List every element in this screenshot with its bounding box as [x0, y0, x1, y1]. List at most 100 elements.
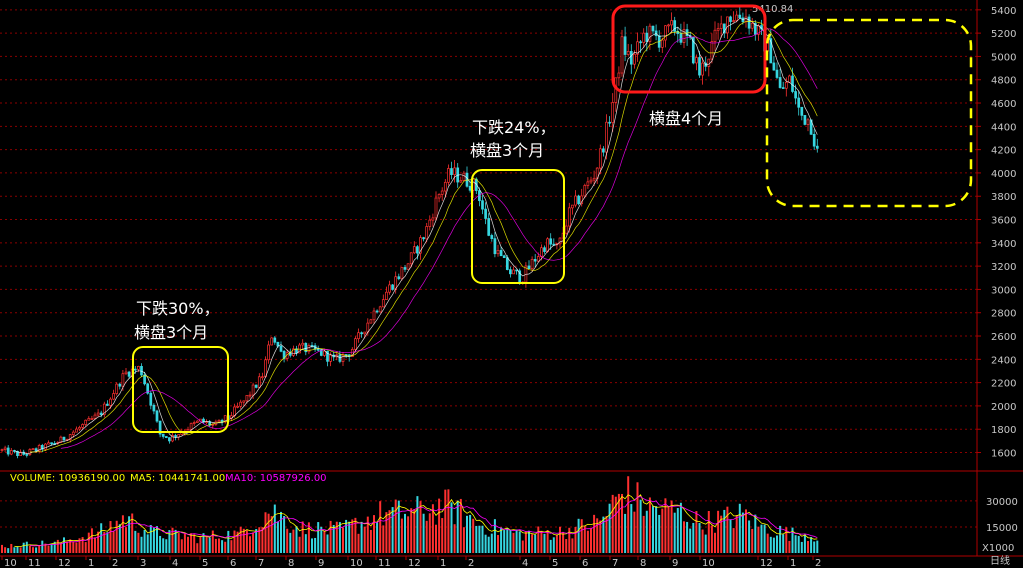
volume-bar — [131, 513, 134, 553]
volume-bar — [410, 508, 413, 553]
candle-body — [158, 420, 162, 435]
candle-body — [719, 23, 723, 29]
candle-body — [781, 87, 785, 89]
volume-bar — [813, 541, 816, 553]
volume-bar — [509, 529, 512, 553]
volume-bar — [605, 516, 608, 553]
volume-bar — [146, 534, 149, 553]
candle-body — [112, 393, 115, 400]
volume-bar — [745, 509, 747, 553]
price-tick-label: 5000 — [991, 52, 1016, 63]
volume-bar — [497, 535, 499, 553]
volume-bar — [354, 517, 357, 553]
volume-bar — [112, 531, 115, 553]
volume-bar — [388, 510, 391, 553]
price-tick-label: 2800 — [991, 309, 1016, 320]
date-tick-label: 3 — [140, 558, 146, 568]
volume-bar — [636, 482, 639, 553]
date-tick-label: 10 — [350, 558, 363, 568]
candle-body — [670, 20, 673, 26]
candle-body — [493, 238, 497, 255]
candle-body — [34, 448, 38, 452]
volume-bar — [283, 516, 286, 553]
volume-bar — [593, 514, 596, 553]
candle-body — [155, 410, 159, 422]
candle-body — [412, 246, 416, 254]
candle-body — [164, 436, 168, 438]
volume-bar — [394, 499, 397, 553]
candle-body — [574, 195, 577, 206]
volume-bar — [233, 530, 236, 553]
volume-bar — [459, 498, 462, 553]
price-candles — [0, 7, 819, 459]
candle-body — [623, 36, 627, 55]
candle-body — [385, 291, 388, 300]
volume-bar — [72, 541, 75, 553]
volume-bar — [679, 502, 682, 553]
candle-body — [803, 115, 807, 125]
volume-bar — [171, 527, 174, 553]
volume-bar — [329, 520, 332, 553]
volume-bar — [704, 534, 707, 553]
price-tick-label: 3400 — [991, 239, 1016, 250]
candle-body — [301, 342, 305, 346]
date-tick-label: 8 — [640, 558, 646, 568]
volume-bar — [652, 506, 654, 553]
volume-bar — [537, 526, 540, 553]
volume-bar — [794, 535, 797, 553]
volume-bar — [528, 530, 530, 553]
price-tick-label: 1600 — [991, 449, 1016, 460]
candle-body — [788, 75, 791, 83]
candle-body — [772, 62, 776, 71]
candle-body — [611, 102, 615, 123]
candle-body — [16, 450, 19, 456]
volume-bar — [450, 502, 453, 553]
volume-bar — [280, 511, 282, 553]
volume-bar — [4, 547, 7, 553]
volume-bar — [621, 493, 623, 553]
forecast-box — [765, 18, 973, 208]
volume-bar — [56, 539, 59, 553]
date-tick-label: 5 — [552, 558, 558, 568]
price-tick-label: 3800 — [991, 192, 1016, 203]
price-tick-label: 1800 — [991, 425, 1016, 436]
volume-bar — [156, 526, 158, 553]
volume-bar — [555, 534, 558, 553]
candle-body — [44, 443, 47, 450]
annotation-box-3 — [611, 4, 767, 94]
candle-body — [589, 179, 593, 183]
candle-body — [93, 414, 97, 419]
max-price-label: 5410.84 — [752, 4, 793, 15]
candle-body — [797, 97, 801, 108]
candle-body — [484, 208, 487, 219]
candle-body — [6, 447, 10, 455]
ma5-line — [14, 18, 818, 454]
volume-bar — [602, 516, 605, 553]
candle-body — [583, 185, 587, 197]
candle-body — [716, 28, 720, 31]
candle-body — [707, 58, 711, 67]
legend-ma5: MA5: 10441741.00 — [130, 473, 225, 484]
candle-body — [406, 263, 410, 270]
volume-bar — [549, 539, 552, 553]
volume-bar — [32, 547, 34, 553]
candle-body — [679, 33, 683, 43]
candle-body — [19, 451, 22, 456]
candle-body — [3, 447, 7, 450]
candle-body — [254, 384, 258, 388]
volume-bar — [444, 489, 447, 553]
candle-body — [481, 200, 484, 210]
candle-body — [648, 25, 652, 42]
candle-body — [9, 450, 13, 455]
volume-bar — [239, 526, 242, 553]
volume-bar — [506, 528, 509, 553]
candle-body — [292, 348, 295, 356]
volume-bar — [162, 538, 165, 553]
candle-body — [211, 424, 215, 426]
volume-bar — [661, 508, 664, 553]
volume-bar — [710, 525, 713, 553]
date-tick-label: 10 — [4, 558, 17, 568]
volume-bar — [642, 515, 645, 553]
volume-bar — [165, 539, 168, 553]
volume-bar — [431, 504, 434, 553]
